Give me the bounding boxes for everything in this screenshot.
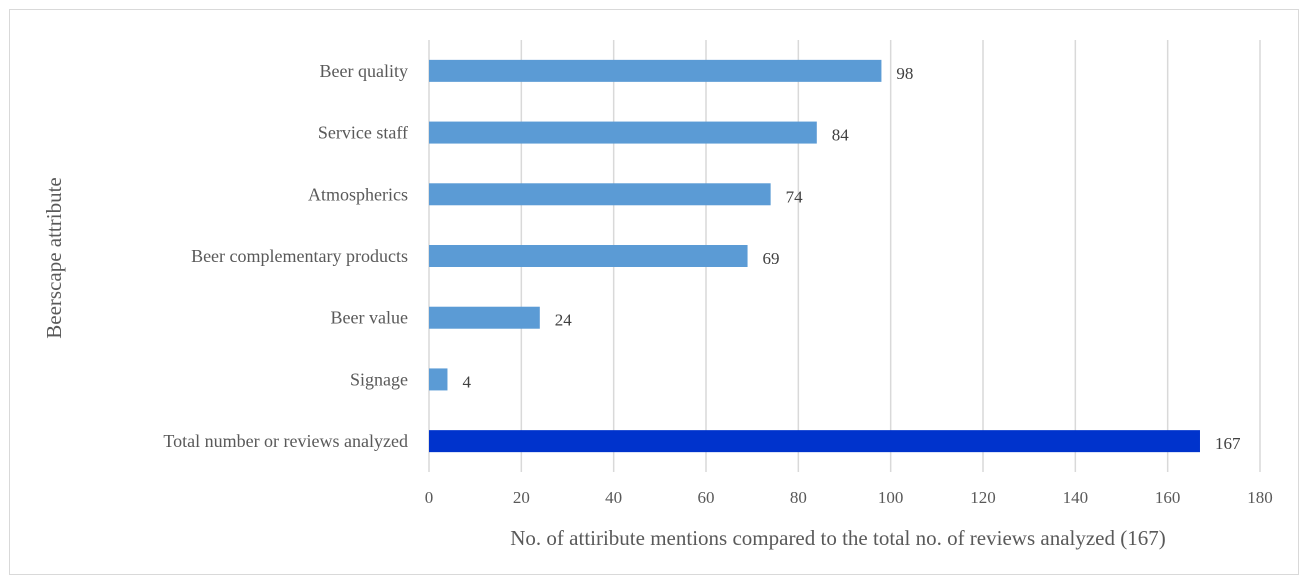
data-label: 24 (555, 311, 573, 330)
data-label: 4 (462, 372, 471, 391)
bars (429, 59, 1200, 453)
x-tick-labels: 0 20 40 60 80 100 120 140 160 180 (425, 488, 1273, 507)
bar (429, 121, 817, 144)
category-label: Service staff (318, 123, 408, 143)
category-label: Signage (350, 369, 408, 389)
category-labels: Beer quality Service staff Atmospherics Bee… (163, 61, 408, 451)
x-tick-label: 0 (425, 488, 434, 507)
x-tick-label: 80 (790, 488, 807, 507)
x-axis-title: No. of attiribute mentions compared to t… (510, 526, 1165, 550)
category-label: Beer value (331, 308, 408, 328)
x-tick-label: 120 (970, 488, 996, 507)
x-tick-label: 60 (698, 488, 715, 507)
category-label: Total number or reviews analyzed (163, 431, 408, 451)
x-tick-label: 100 (878, 488, 904, 507)
data-labels: 98 84 74 69 24 4 167 (462, 64, 1241, 453)
chart-frame (9, 9, 1299, 575)
category-label: Beer complementary products (191, 246, 408, 266)
data-label: 69 (763, 249, 780, 268)
x-tick-label: 160 (1155, 488, 1181, 507)
x-tick-label: 180 (1247, 488, 1273, 507)
bar (429, 368, 448, 391)
category-label: Beer quality (320, 61, 408, 81)
bar (429, 245, 748, 267)
x-tick-label: 40 (605, 488, 622, 507)
data-label: 84 (832, 126, 850, 145)
data-label: 74 (786, 187, 804, 206)
y-axis-title: Beerscape attribute (42, 177, 66, 339)
data-label: 167 (1215, 434, 1241, 453)
bar (429, 430, 1200, 453)
bar (429, 59, 882, 82)
bar (429, 306, 540, 329)
gridlines (428, 40, 1261, 472)
category-label: Atmospherics (308, 184, 408, 204)
x-tick-label: 20 (513, 488, 530, 507)
x-tick-label: 140 (1063, 488, 1089, 507)
bar (429, 183, 771, 206)
data-label: 98 (896, 64, 913, 83)
